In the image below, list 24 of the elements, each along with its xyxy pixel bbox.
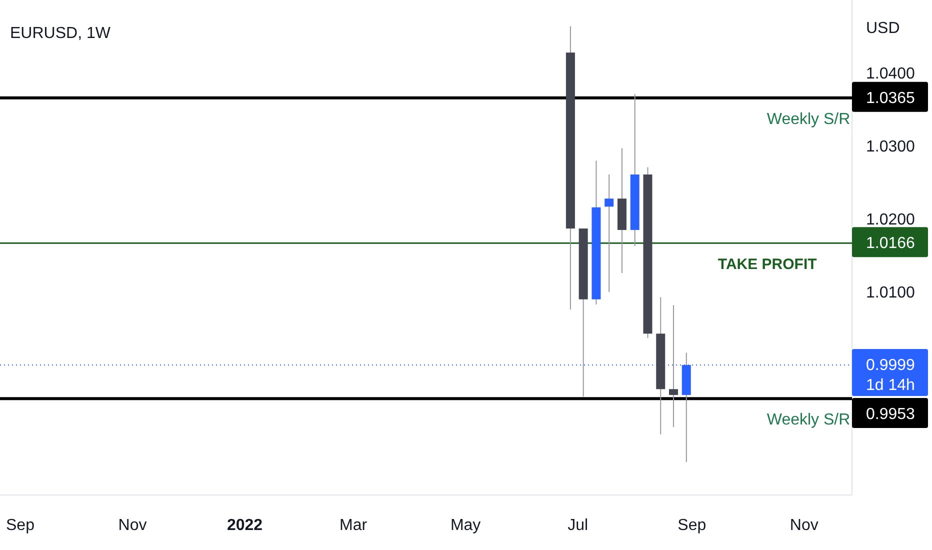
text: EURUSD, 1W <box>10 25 112 42</box>
x-tick-label: Sep <box>678 517 706 534</box>
x-tick-label: 2022 <box>226 517 263 534</box>
annotation: Weekly S/R <box>766 110 850 128</box>
y-tick-label: 1.0100 <box>866 284 916 302</box>
ref-line-label: 1.0365 <box>866 90 916 107</box>
x-tick-label: Nov <box>118 517 147 534</box>
ref-line-label: 1.0166 <box>866 235 916 252</box>
text: 1d 14h <box>866 377 915 394</box>
x-tick-label: Mar <box>340 517 368 534</box>
x-tick-label: Nov <box>790 517 818 534</box>
candlestick <box>669 304 678 428</box>
y-tick-label: 1.0200 <box>866 211 916 228</box>
x-tick-label: May <box>450 517 481 534</box>
x-tick-label: Jul <box>568 517 588 534</box>
y-tick-label: 1.0300 <box>866 138 916 156</box>
annotation: TAKE PROFIT <box>718 256 817 274</box>
ref-line-label: 0.9953 <box>866 406 916 424</box>
y-tick-label: 1.0400 <box>866 65 916 82</box>
annotation: Weekly S/R <box>766 412 850 429</box>
x-tick-label: Sep <box>6 517 35 534</box>
ref-line-label: 0.9999 <box>866 357 916 374</box>
candlestick <box>604 174 614 293</box>
y-axis-title: USD <box>866 20 900 37</box>
